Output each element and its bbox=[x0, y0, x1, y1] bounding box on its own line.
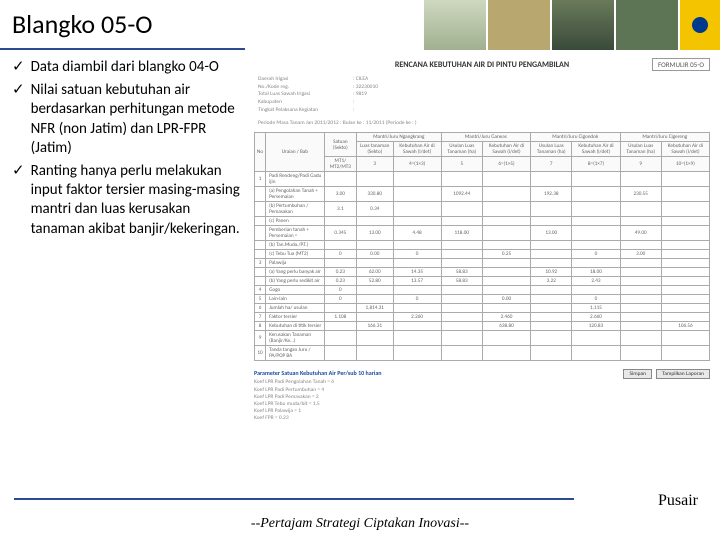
param-title: Parameter Satuan Kebutuhan Air Per/sub 1… bbox=[254, 369, 382, 377]
bullet-text: Nilai satuan kebutuhan air berdasarkan p… bbox=[31, 81, 242, 158]
form-screenshot: FORMULIR 05-O RENCANA KEBUTUHAN AIR DI P… bbox=[254, 58, 710, 482]
show-report-button[interactable]: Tampilkan Laporan bbox=[656, 369, 710, 379]
bullet-text: Ranting hanya perlu melakukan input fakt… bbox=[31, 162, 242, 239]
form-period: Periode Masa Tanam Jan 2011/2012 : Bulan… bbox=[258, 120, 710, 126]
bullet-column: ✓ Data diambil dari blangko 04-O ✓ Nilai sa… bbox=[12, 58, 242, 243]
check-icon: ✓ bbox=[12, 81, 25, 99]
param-block: Parameter Satuan Kebutuhan Air Per/sub 1… bbox=[254, 369, 710, 422]
form-table: NoUraian / BabSatuan (Sekto)Mantri/Juru … bbox=[254, 132, 710, 361]
check-icon: ✓ bbox=[12, 58, 25, 76]
header-images bbox=[424, 0, 720, 50]
header-thumb bbox=[424, 0, 486, 50]
page-title: Blangko 05-O bbox=[12, 8, 153, 40]
footer-line bbox=[14, 498, 574, 500]
tagline: --Pertajam Strategi Ciptakan Inovasi-- bbox=[0, 516, 720, 532]
pusair-label: Pusair bbox=[658, 492, 698, 510]
header-thumb bbox=[616, 0, 678, 50]
header-thumb bbox=[552, 0, 614, 50]
form-title: RENCANA KEBUTUHAN AIR DI PINTU PENGAMBIL… bbox=[254, 60, 710, 70]
check-icon: ✓ bbox=[12, 162, 25, 180]
title-underline bbox=[0, 48, 720, 50]
bullet-text: Data diambil dari blangko 04-O bbox=[31, 58, 219, 77]
save-button[interactable]: Simpan bbox=[623, 369, 652, 379]
header-thumb bbox=[488, 0, 550, 50]
form-id: FORMULIR 05-O bbox=[652, 58, 710, 71]
form-meta: Daerah Irigasi: CILEANo./Kode reg.: 3223… bbox=[258, 76, 710, 114]
pu-logo bbox=[680, 0, 720, 50]
